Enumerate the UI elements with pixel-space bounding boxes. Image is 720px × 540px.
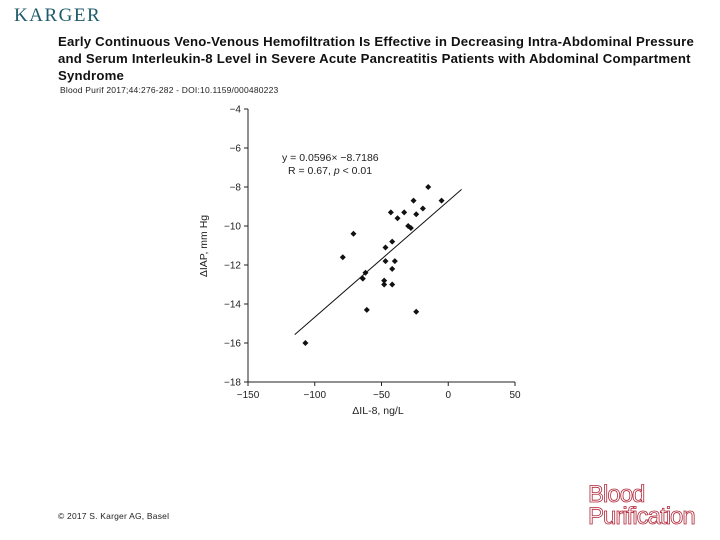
y-tick-label: −16 [224,339,241,350]
chart-ticks: −4 −6 −8 −10 −12 −14 −16 −18−150 −100 −50 0 50 [224,105,521,402]
data-point [410,197,417,204]
data-point [407,224,414,231]
y-tick-label: −18 [224,378,241,389]
data-point [419,205,426,212]
x-tick-label: −100 [303,390,326,401]
y-tick-label: −12 [224,261,241,272]
journal-logo-line2: Purification [588,503,697,530]
data-point [363,306,370,313]
data-point [362,269,369,276]
data-point [350,230,357,237]
x-tick-label: 0 [445,390,451,401]
regression-equation: y = 0.0596× −8.7186 [282,152,379,164]
data-point [359,275,366,282]
chart-axes [247,109,515,383]
slide-title: Early Continuous Veno-Venous Hemofiltrat… [58,34,695,83]
x-tick-label: −150 [237,390,260,401]
data-point [413,211,420,218]
y-tick-label: −4 [230,105,242,116]
y-tick-label: −6 [230,144,242,155]
y-axis-label: ΔIAP, mm Hg [198,215,210,277]
y-tick-label: −10 [224,222,241,233]
data-point [381,277,388,284]
x-axis-label: ΔIL-8, ng/L [352,405,404,417]
data-point [401,209,408,216]
citation: Blood Purif 2017;44:276-282 - DOI:10.115… [60,85,279,95]
copyright-notice: © 2017 S. Karger AG, Basel [58,511,170,521]
journal-logo: Blood Purification [588,481,712,530]
y-tick-label: −8 [230,183,242,194]
data-point [382,258,389,265]
data-point [302,340,309,346]
data-point [413,308,420,315]
data-point [425,184,432,190]
data-point [389,238,396,245]
data-point [381,281,388,288]
regression-line [294,189,462,336]
karger-logo: KARGER [14,5,102,26]
data-point [382,244,389,251]
regression-stats: R = 0.67, p < 0.01 [288,165,372,177]
x-tick-label: 50 [509,390,521,401]
x-tick-label: −50 [373,390,390,401]
data-point [389,281,396,288]
data-point [339,254,346,261]
data-point [389,265,396,272]
y-tick-label: −14 [224,300,241,311]
data-point [391,258,398,265]
trendline [294,189,462,336]
data-point [438,197,445,204]
data-points [302,184,445,346]
journal-logo-line1: Blood [588,481,646,508]
data-point [394,215,401,222]
data-point [387,209,394,216]
